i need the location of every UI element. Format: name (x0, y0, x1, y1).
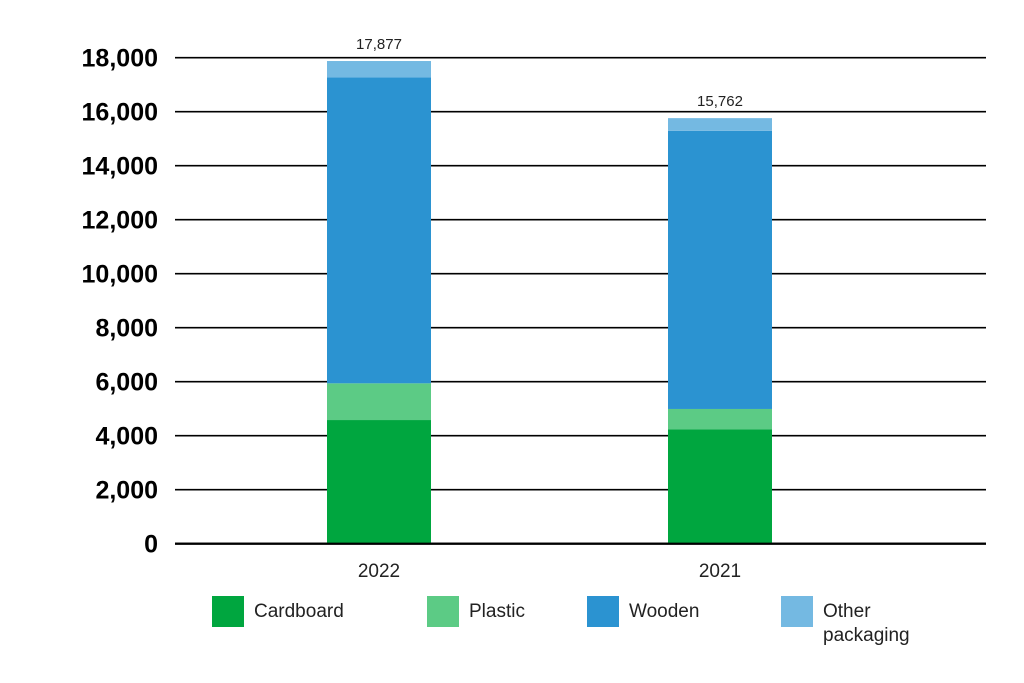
bar-segment-other-packaging (668, 118, 772, 131)
bar-segment-cardboard (327, 420, 431, 544)
y-tick-label: 2,000 (95, 477, 158, 505)
y-tick-label: 8,000 (95, 315, 158, 343)
x-tick-label: 2021 (699, 561, 741, 582)
y-tick-label: 16,000 (82, 99, 158, 127)
bar-segment-wooden (327, 77, 431, 384)
y-tick-label: 12,000 (82, 207, 158, 235)
x-tick-label: 2022 (358, 561, 400, 582)
bar-segment-other-packaging (327, 61, 431, 78)
total-data-label: 17,877 (356, 36, 402, 53)
y-tick-label: 0 (144, 531, 158, 559)
y-tick-label: 18,000 (82, 45, 158, 73)
legend-label: Other packaging (823, 601, 910, 646)
legend-swatch-other-packaging (781, 596, 813, 627)
bar-segment-plastic (668, 408, 772, 430)
y-tick-label: 6,000 (95, 369, 158, 397)
bar-segment-wooden (668, 130, 772, 409)
total-data-label: 15,762 (697, 93, 743, 110)
legend-label: Plastic (469, 601, 525, 622)
y-tick-label: 4,000 (95, 423, 158, 451)
y-tick-label: 14,000 (82, 153, 158, 181)
legend-label: Cardboard (254, 601, 344, 622)
bar-segment-cardboard (668, 429, 772, 544)
legend-swatch-wooden (587, 596, 619, 627)
legend-swatch-cardboard (212, 596, 244, 627)
bar-segment-plastic (327, 383, 431, 421)
legend-swatch-plastic (427, 596, 459, 627)
y-tick-label: 10,000 (82, 261, 158, 289)
legend-label: Wooden (629, 601, 699, 622)
